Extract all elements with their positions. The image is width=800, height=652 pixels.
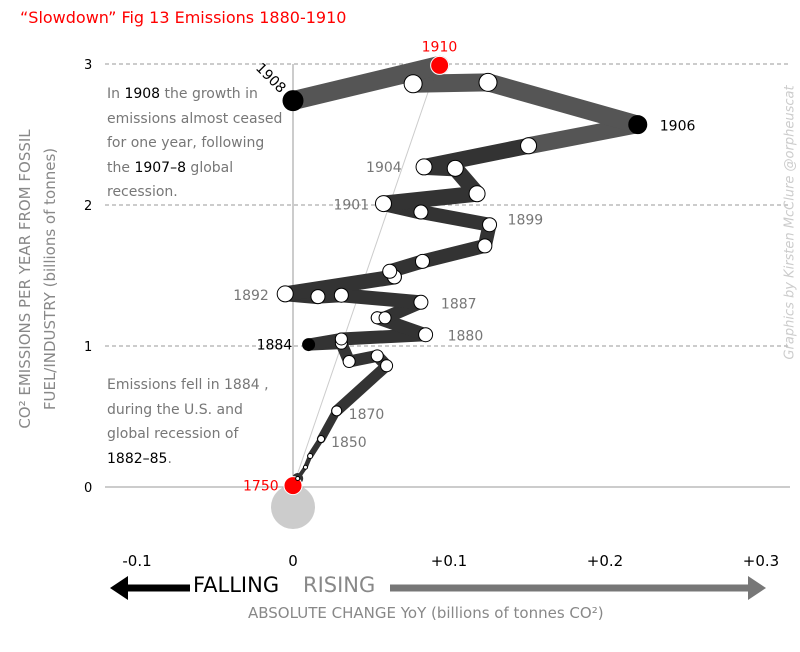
data-label: 1892 — [233, 288, 269, 304]
data-label: 1884 — [257, 338, 293, 354]
data-point — [382, 263, 398, 279]
x-tick-label: 0 — [288, 552, 298, 570]
data-point — [413, 204, 429, 220]
data-label: 1906 — [660, 119, 696, 135]
data-label: 1904 — [366, 160, 402, 176]
x-axis-label: ABSOLUTE CHANGE YoY (billions of tonnes … — [248, 604, 604, 622]
data-point — [283, 476, 303, 496]
data-point — [317, 435, 326, 444]
data-point — [477, 238, 493, 254]
annotation-1908: In 1908 the growth in emissions almost ce… — [107, 86, 283, 200]
falling-arrow-head — [110, 576, 128, 600]
data-point — [374, 195, 392, 213]
data-label: 1750 — [243, 479, 279, 495]
ribbon-segment — [277, 269, 402, 302]
data-label: 1899 — [508, 213, 544, 229]
data-label: 1887 — [441, 296, 477, 312]
data-label: 1870 — [349, 407, 385, 423]
data-label: 1910 — [422, 39, 458, 55]
ribbon-segment — [375, 185, 486, 212]
ribbon-segment — [334, 288, 428, 310]
data-label: 1850 — [331, 435, 367, 451]
data-label: 1880 — [448, 329, 484, 345]
y-tick-label: 1 — [84, 340, 92, 355]
credit: Graphics by Kirsten McClure @orpheuscat — [782, 85, 798, 360]
data-point — [302, 338, 316, 352]
data-point — [414, 253, 430, 269]
ribbon-segment — [416, 137, 537, 175]
origin-shadow — [271, 485, 315, 529]
data-point — [276, 285, 294, 303]
ribbon-segment — [479, 73, 647, 134]
data-point — [333, 287, 349, 303]
data-point — [430, 55, 450, 75]
x-tick-label: +0.3 — [743, 552, 779, 570]
data-point — [282, 90, 304, 112]
data-point — [418, 327, 434, 343]
data-point — [378, 311, 392, 325]
data-point — [334, 332, 348, 346]
data-point — [520, 137, 538, 155]
data-point — [342, 355, 356, 369]
x-tick-label: +0.1 — [431, 552, 467, 570]
data-point — [482, 217, 498, 233]
data-point — [478, 72, 498, 92]
rising-arrow-head — [748, 576, 766, 600]
data-point — [310, 289, 326, 305]
x-tick-label: -0.1 — [122, 552, 151, 570]
data-point — [295, 476, 301, 482]
data-point — [302, 464, 308, 470]
chart-title: “Slowdown” Fig 13 Emissions 1880-1910 — [20, 8, 347, 27]
falling-label: FALLING — [193, 573, 280, 597]
ribbon-segment — [283, 55, 450, 111]
y-axis-label-1: CO² EMISSIONS PER YEAR FROM FOSSIL — [16, 129, 34, 429]
rising-label: RISING — [303, 573, 376, 597]
x-tick-label: +0.2 — [587, 552, 623, 570]
y-tick-label: 2 — [84, 199, 92, 214]
data-point — [415, 158, 433, 176]
data-point — [370, 349, 384, 363]
ribbon-segment — [415, 238, 492, 269]
data-point — [307, 452, 314, 459]
y-axis-label-2: FUEL/INDUSTRY (billions of tonnes) — [41, 147, 59, 411]
annotation-1884: Emissions fell in 1884 , during the U.S. … — [107, 377, 269, 467]
data-point — [446, 159, 464, 177]
data-point — [628, 115, 648, 135]
data-point — [380, 359, 394, 373]
ribbon-segment — [413, 205, 497, 232]
data-label: 1901 — [333, 198, 369, 214]
data-point — [468, 185, 486, 203]
data-point — [403, 74, 423, 94]
ribbon-segment — [331, 360, 393, 417]
y-tick-label: 3 — [84, 58, 92, 73]
data-point — [331, 405, 343, 417]
y-tick-label: 0 — [84, 481, 92, 496]
data-point — [413, 294, 429, 310]
